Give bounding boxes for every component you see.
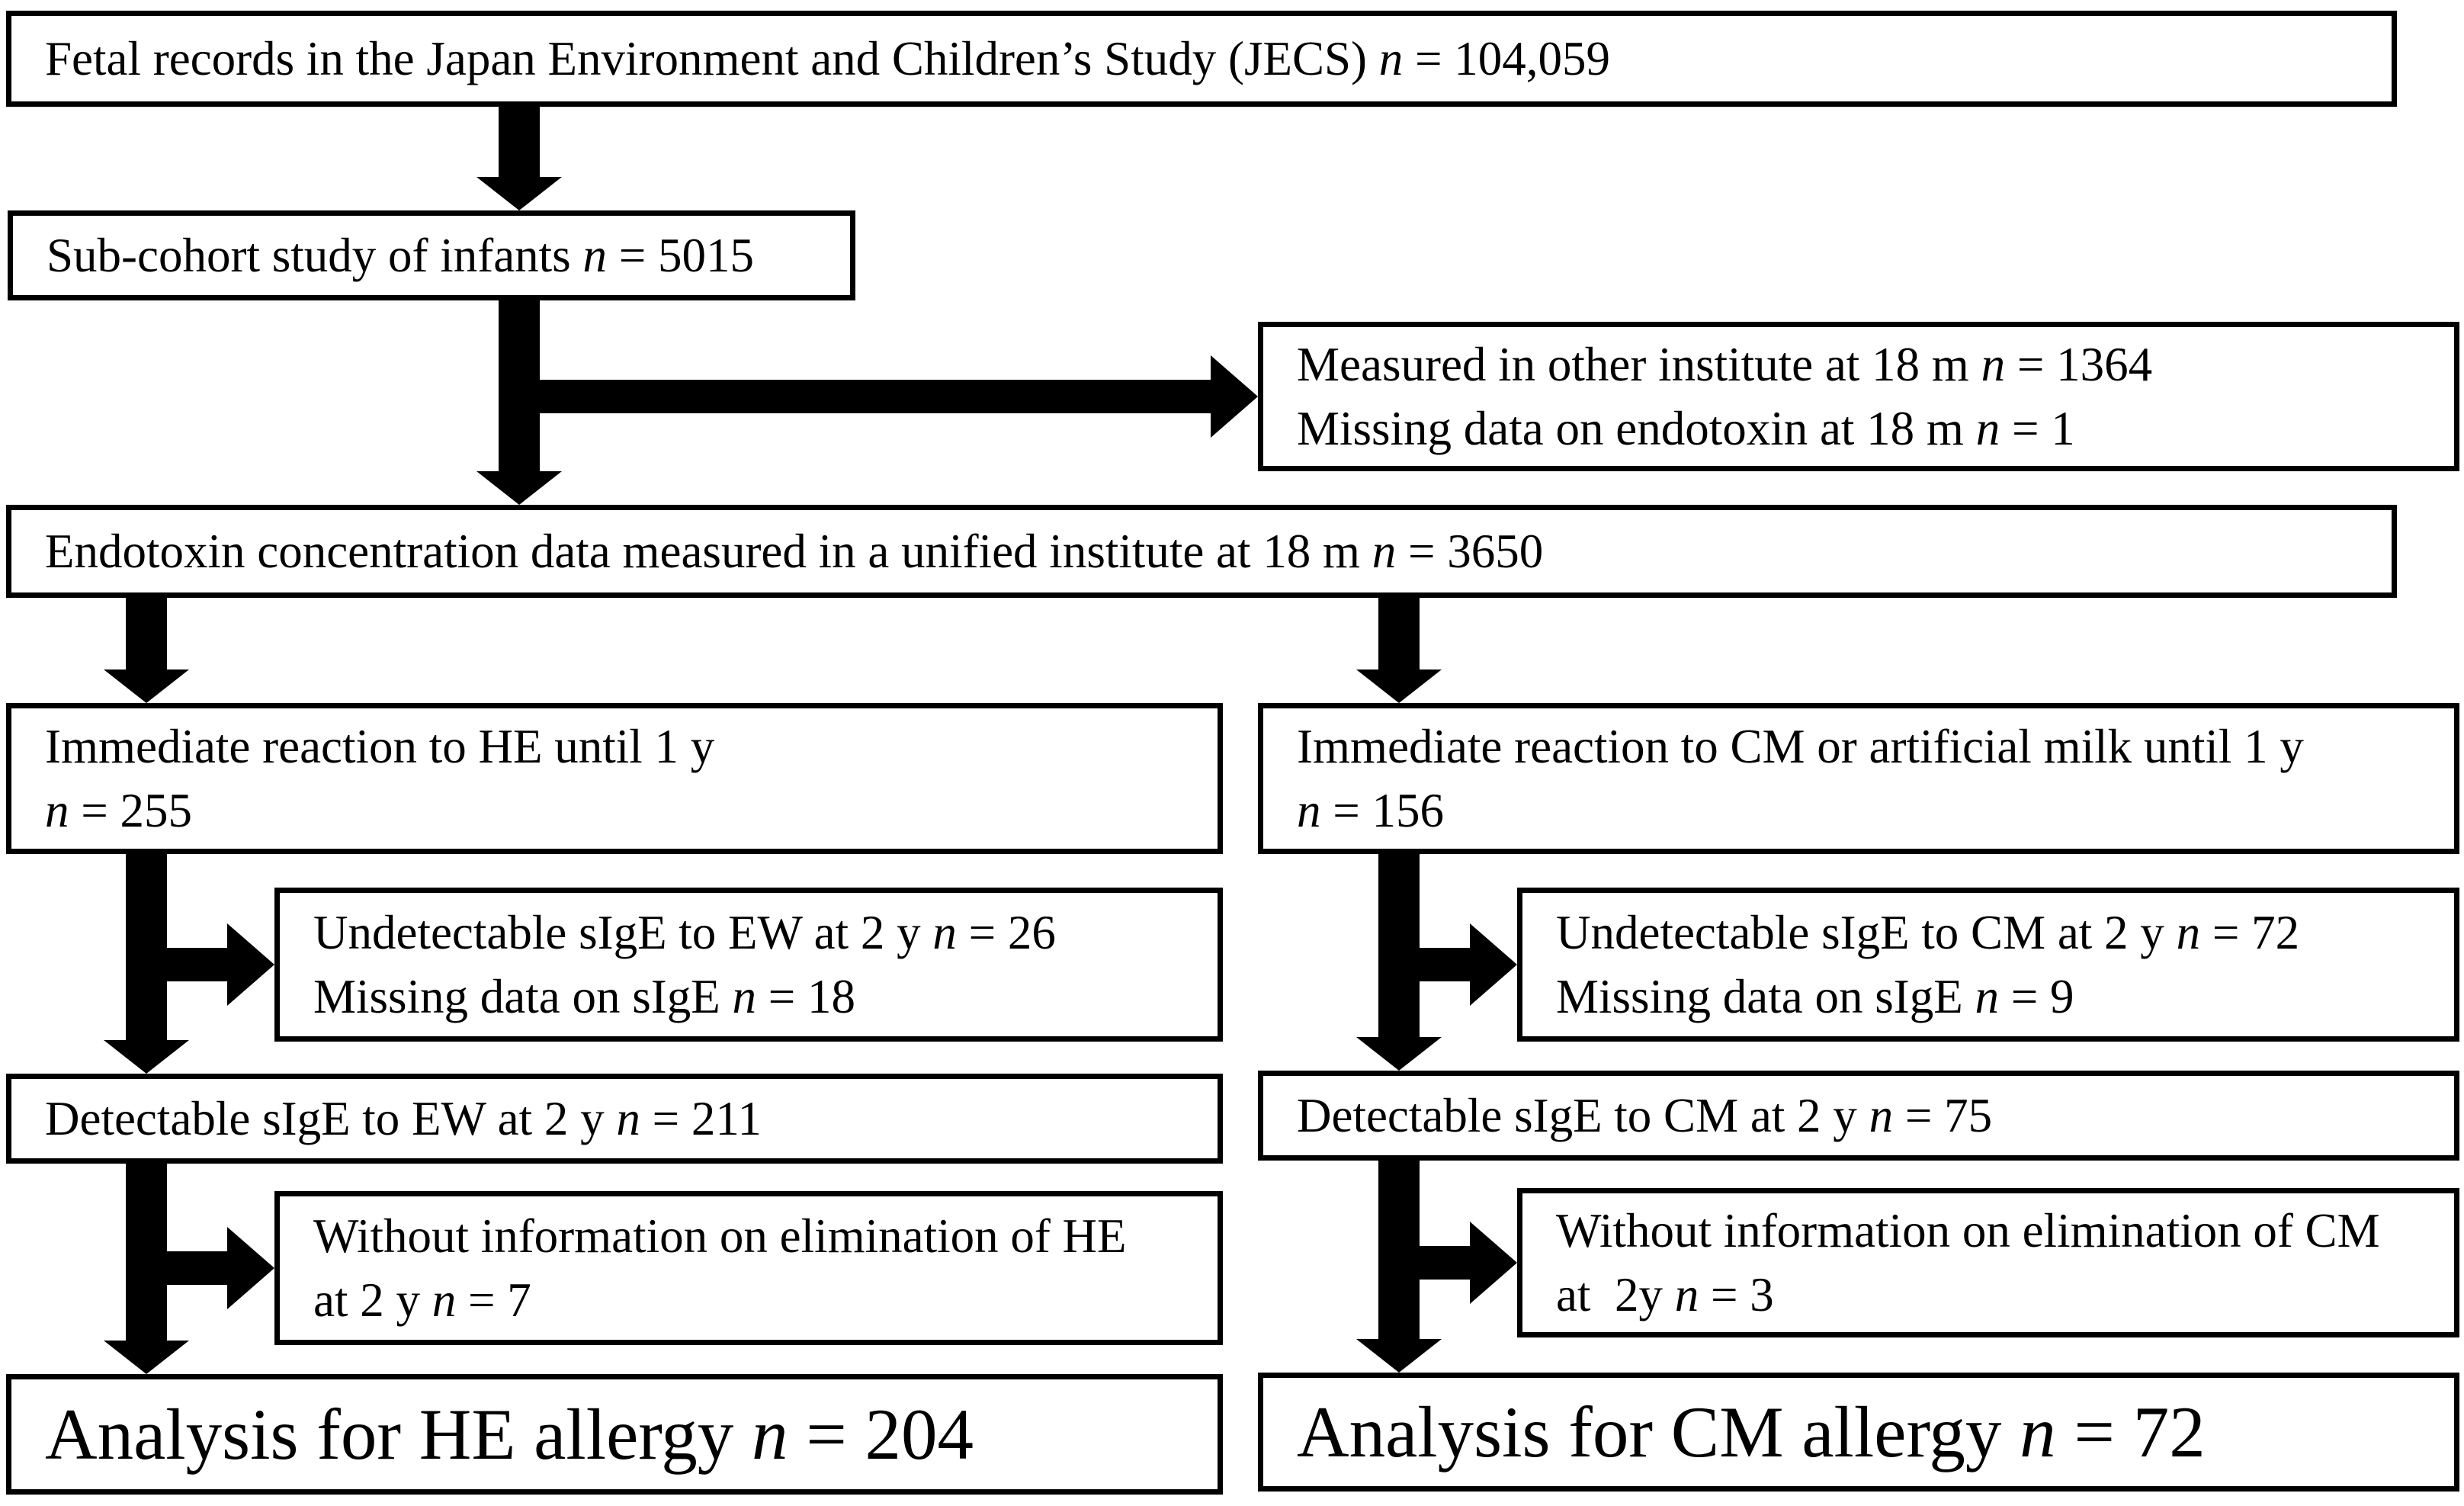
box-line: Missing data on sIgE n = 18 bbox=[313, 970, 855, 1023]
arrow-branch-excluded-endotoxin bbox=[519, 355, 1258, 438]
box-line: Analysis for CM allergy n = 72 bbox=[1297, 1392, 2206, 1472]
box-line: at 2y n = 3 bbox=[1556, 1268, 1774, 1321]
box-line: Analysis for HE allergy n = 204 bbox=[45, 1394, 974, 1475]
box-unified-institute: Endotoxin concentration data measured in… bbox=[6, 505, 2397, 598]
box-line: Endotoxin concentration data measured in… bbox=[45, 524, 1544, 578]
box-line: Without information on elimination of HE bbox=[313, 1209, 1127, 1263]
box-line: Undetectable sIgE to CM at 2 y n = 72 bbox=[1556, 905, 2300, 959]
box-subcohort: Sub-cohort study of infants n = 5015 bbox=[8, 210, 855, 300]
arrow-unified-to-cm-immediate bbox=[1356, 598, 1442, 703]
box-line: Detectable sIgE to CM at 2 y n = 75 bbox=[1297, 1088, 1993, 1142]
box-line: at 2 y n = 7 bbox=[313, 1273, 531, 1327]
box-line: Without information on elimination of CM bbox=[1556, 1203, 2380, 1257]
box-he-undetectable: Undetectable sIgE to EW at 2 y n = 26 Mi… bbox=[274, 888, 1223, 1042]
arrow-branch-he-undetectable bbox=[146, 923, 274, 1006]
box-he-immediate: Immediate reaction to HE until 1 y n = 2… bbox=[6, 703, 1223, 854]
box-line: Fetal records in the Japan Environment a… bbox=[45, 31, 1611, 85]
box-cm-without-info: Without information on elimination of CM… bbox=[1517, 1188, 2459, 1337]
arrow-unified-to-he-immediate bbox=[104, 598, 189, 703]
box-excluded-endotoxin: Measured in other institute at 18 m n = … bbox=[1258, 322, 2459, 471]
box-line: n = 255 bbox=[45, 784, 193, 837]
box-cm-detectable: Detectable sIgE to CM at 2 y n = 75 bbox=[1258, 1071, 2459, 1161]
box-he-without-info: Without information on elimination of HE… bbox=[274, 1191, 1223, 1345]
arrow-branch-cm-undetectable bbox=[1399, 923, 1517, 1006]
box-fetal-records: Fetal records in the Japan Environment a… bbox=[6, 11, 2397, 107]
box-line: n = 156 bbox=[1297, 784, 1445, 837]
box-he-analysis: Analysis for HE allergy n = 204 bbox=[6, 1374, 1223, 1495]
box-line: Sub-cohort study of infants n = 5015 bbox=[47, 228, 754, 282]
box-line: Immediate reaction to HE until 1 y bbox=[45, 719, 715, 773]
box-line: Undetectable sIgE to EW at 2 y n = 26 bbox=[313, 905, 1056, 959]
box-cm-analysis: Analysis for CM allergy n = 72 bbox=[1258, 1373, 2459, 1492]
arrow-jecs-to-subcohort bbox=[476, 107, 562, 210]
box-line: Detectable sIgE to EW at 2 y n = 211 bbox=[45, 1091, 762, 1145]
box-cm-immediate: Immediate reaction to CM or artificial m… bbox=[1258, 703, 2459, 854]
box-line: Missing data on sIgE n = 9 bbox=[1556, 970, 2074, 1023]
box-line: Missing data on endotoxin at 18 m n = 1 bbox=[1297, 402, 2075, 455]
arrow-branch-cm-without bbox=[1399, 1222, 1517, 1304]
box-line: Measured in other institute at 18 m n = … bbox=[1297, 337, 2153, 391]
box-cm-undetectable: Undetectable sIgE to CM at 2 y n = 72 Mi… bbox=[1517, 888, 2459, 1042]
box-line: Immediate reaction to CM or artificial m… bbox=[1297, 719, 2304, 773]
arrow-branch-he-without bbox=[146, 1227, 274, 1309]
box-he-detectable: Detectable sIgE to EW at 2 y n = 211 bbox=[6, 1074, 1223, 1164]
